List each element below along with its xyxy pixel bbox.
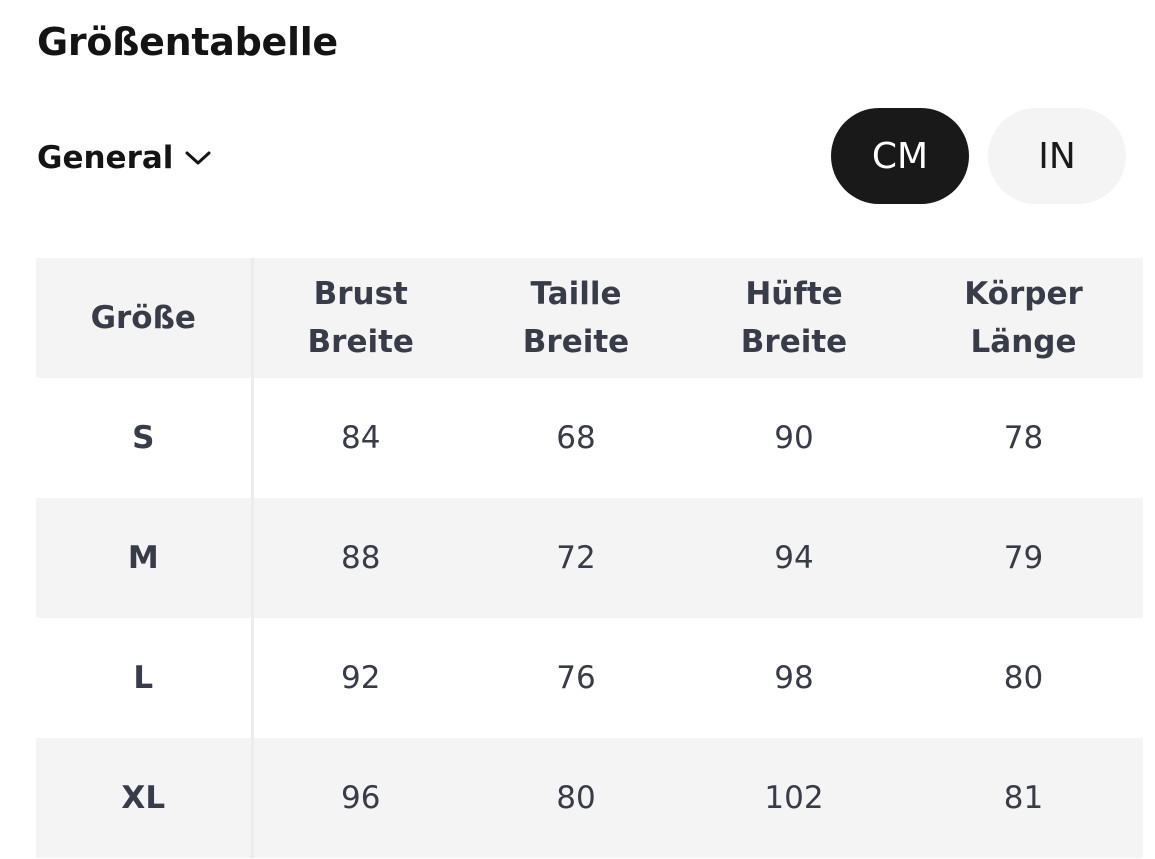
value-cell: 96: [341, 780, 381, 816]
value-cell: 102: [764, 780, 824, 816]
table-row: S 84 68 90 78: [36, 378, 1143, 498]
value-cell: 88: [341, 540, 381, 576]
value-cell: 79: [1003, 540, 1044, 576]
column-header-body-length: Körper Länge: [904, 258, 1143, 378]
value-cell: 81: [1003, 780, 1044, 816]
value-cell: 72: [556, 540, 596, 576]
column-header-line: Größe: [90, 300, 196, 336]
value-cell: 80: [556, 780, 596, 816]
unit-cm-button[interactable]: CM: [831, 108, 969, 204]
category-dropdown[interactable]: General: [37, 136, 211, 180]
size-cell: L: [36, 618, 254, 738]
value-cell: 94: [774, 540, 814, 576]
value-cell: 78: [1003, 420, 1044, 456]
value-cell: 80: [1003, 660, 1044, 696]
column-header-line: Breite: [307, 324, 414, 360]
column-header-chest: Brust Breite: [252, 258, 468, 378]
value-cell: 84: [341, 420, 381, 456]
column-header-line: Länge: [970, 324, 1077, 360]
column-header-waist: Taille Breite: [468, 258, 684, 378]
column-header-line: Breite: [740, 324, 848, 360]
column-header-line: Taille: [530, 276, 622, 312]
size-cell: S: [36, 378, 254, 498]
table-row: M 88 72 94 79: [36, 498, 1143, 618]
column-header-line: Hüfte: [745, 276, 843, 312]
category-dropdown-label: General: [37, 140, 174, 176]
size-table: Größe Brust Breite Taille Breite Hüfte B…: [36, 258, 1143, 858]
value-cell: 92: [341, 660, 381, 696]
column-header-size: Größe: [36, 258, 254, 378]
table-header-row: Größe Brust Breite Taille Breite Hüfte B…: [36, 258, 1143, 378]
unit-in-button[interactable]: IN: [988, 108, 1126, 204]
column-header-line: Breite: [522, 324, 630, 360]
column-header-line: Brust: [313, 276, 408, 312]
size-table-container: Größe Brust Breite Taille Breite Hüfte B…: [36, 258, 1143, 859]
column-header-line: Körper: [964, 276, 1083, 312]
value-cell: 76: [556, 660, 596, 696]
size-cell: M: [36, 498, 254, 618]
unit-toggle: CM IN: [831, 108, 1126, 204]
page-title: Größentabelle: [37, 20, 338, 64]
value-cell: 98: [774, 660, 814, 696]
table-row: XL 96 80 102 81: [36, 738, 1143, 858]
chevron-down-icon: [185, 150, 211, 166]
column-header-hip: Hüfte Breite: [684, 258, 904, 378]
size-cell: XL: [36, 738, 254, 858]
value-cell: 68: [556, 420, 596, 456]
value-cell: 90: [774, 420, 814, 456]
table-row: L 92 76 98 80: [36, 618, 1143, 738]
